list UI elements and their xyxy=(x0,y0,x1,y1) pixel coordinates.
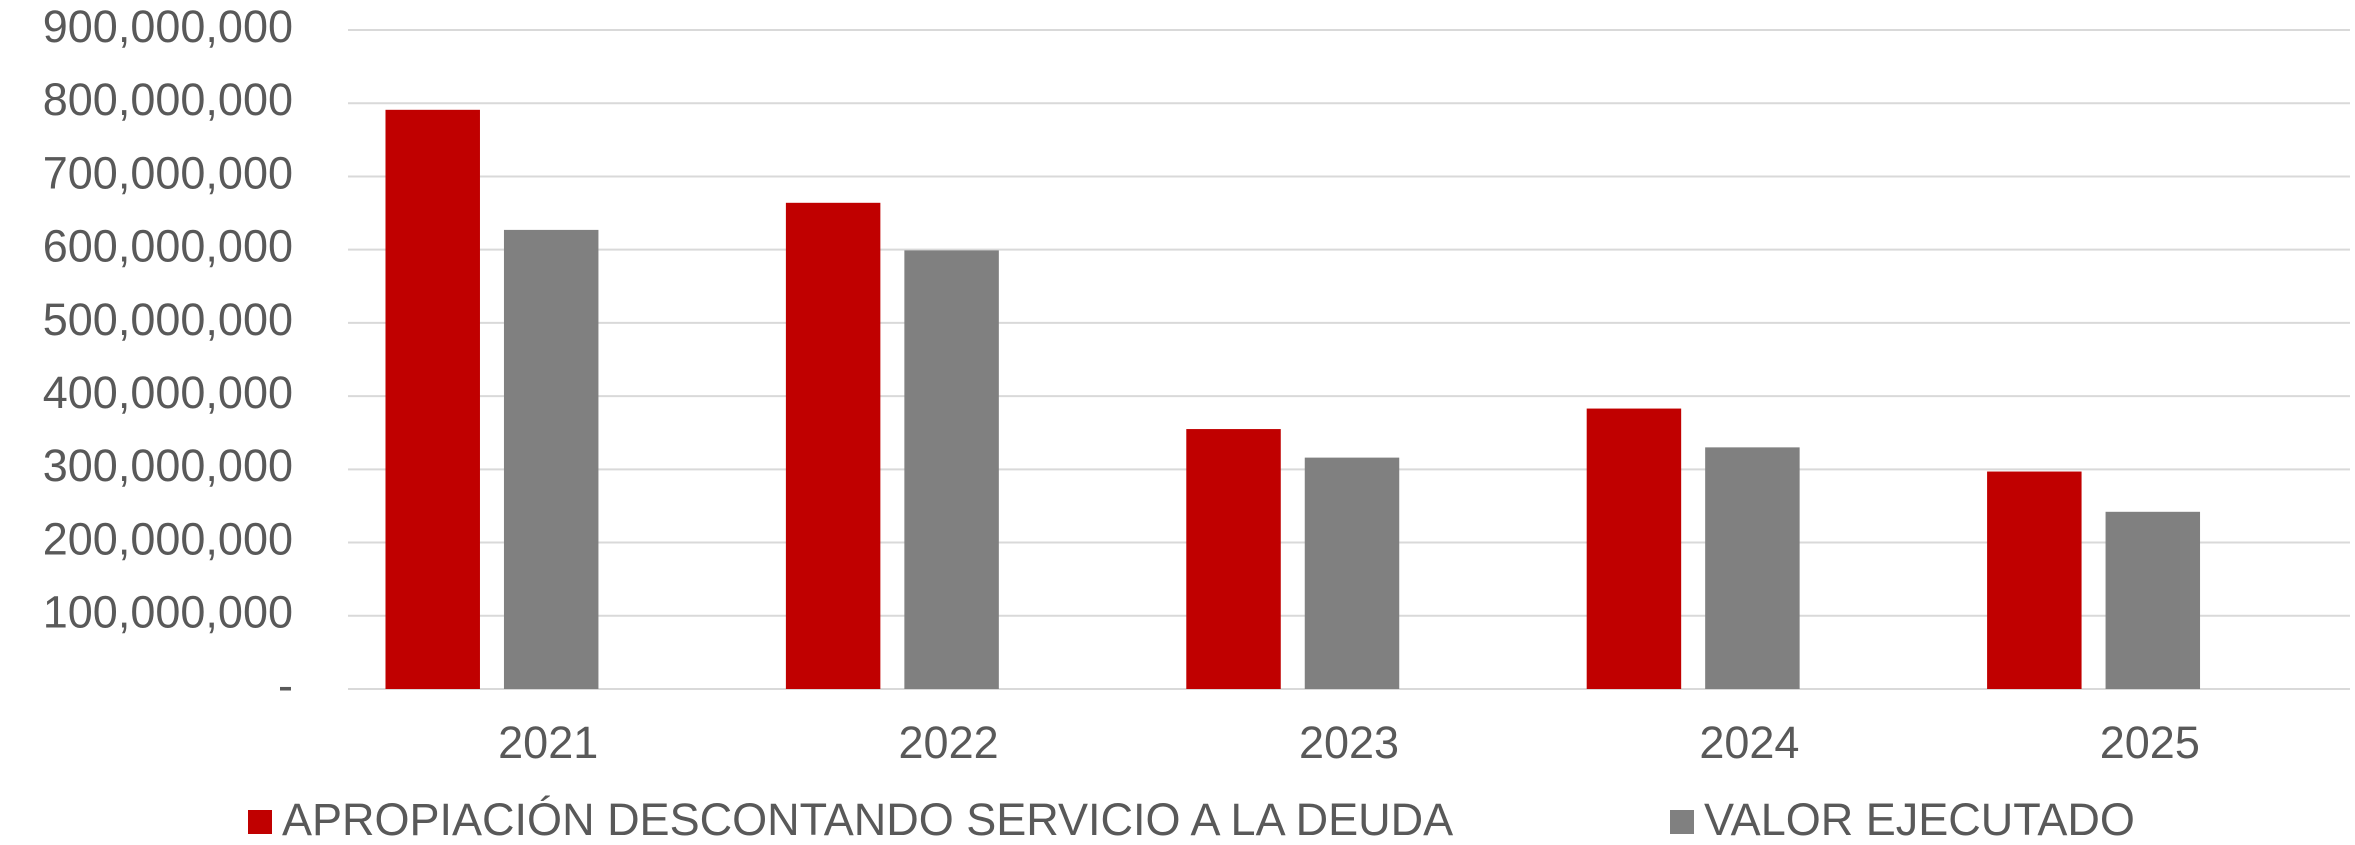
x-tick-label: 2022 xyxy=(899,717,999,768)
y-tick-label: 800,000,000 xyxy=(43,74,293,125)
y-tick-label: 300,000,000 xyxy=(43,440,293,491)
y-tick-label: - xyxy=(278,660,293,711)
legend-swatch xyxy=(1670,810,1694,834)
bar xyxy=(503,229,599,689)
y-tick-label: 200,000,000 xyxy=(43,513,293,564)
bar xyxy=(785,202,881,689)
bar xyxy=(1705,447,1800,689)
y-tick-label: 600,000,000 xyxy=(43,221,293,272)
x-tick-label: 2024 xyxy=(1699,717,1799,768)
y-tick-label: 400,000,000 xyxy=(43,367,293,418)
y-tick-label: 700,000,000 xyxy=(43,147,293,198)
x-tick-label: 2021 xyxy=(498,717,598,768)
y-tick-label: 500,000,000 xyxy=(43,294,293,345)
bar xyxy=(904,250,999,689)
bar xyxy=(1586,408,1682,689)
y-tick-label: 100,000,000 xyxy=(43,587,293,638)
x-tick-label: 2025 xyxy=(2100,717,2200,768)
legend-label: APROPIACIÓN DESCONTANDO SERVICIO A LA DE… xyxy=(282,794,1453,845)
legend-swatch xyxy=(248,810,272,834)
legend-label: VALOR EJECUTADO xyxy=(1704,794,2135,845)
x-tick-label: 2023 xyxy=(1299,717,1399,768)
bar xyxy=(2105,511,2201,689)
bar xyxy=(1304,457,1400,689)
y-tick-label: 900,000,000 xyxy=(43,1,293,52)
bar xyxy=(1987,471,2082,689)
bar xyxy=(1186,429,1281,689)
bar xyxy=(385,109,480,689)
